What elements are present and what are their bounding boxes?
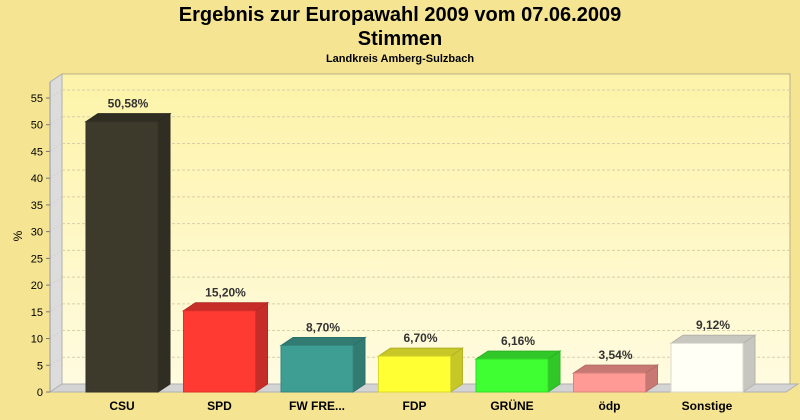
y-tick-label: 15 <box>31 307 43 319</box>
gridline-side <box>49 169 63 179</box>
bar-spd <box>181 301 270 393</box>
gridline-side <box>49 330 63 339</box>
x-tick-label: SPD <box>207 399 232 413</box>
y-tick-label: 30 <box>31 227 43 239</box>
y-tick-label: 40 <box>31 173 43 185</box>
gridline-side <box>49 356 63 366</box>
gridline-side <box>49 303 63 313</box>
chart-region: Landkreis Amberg-Sulzbach <box>325 53 475 65</box>
data-label: 6,70% <box>403 331 437 345</box>
bar-front <box>378 355 451 393</box>
x-tick-label: GRÜNE <box>490 398 533 413</box>
y-tick-label: 35 <box>31 200 43 212</box>
bar-side <box>157 112 171 393</box>
bar-front <box>670 342 744 393</box>
bar-front <box>280 344 354 393</box>
gridline-side <box>49 196 63 206</box>
y-tick-label: 10 <box>31 334 43 346</box>
data-label: 9,12% <box>696 318 730 332</box>
y-tick-label: 20 <box>31 280 43 292</box>
bar-top <box>474 350 562 360</box>
data-label: 3,54% <box>598 348 632 362</box>
y-tick-label: 45 <box>31 146 43 158</box>
y-tick-label: 5 <box>37 360 43 372</box>
bar-side <box>352 336 366 393</box>
gridline-side <box>49 223 63 233</box>
bar-front <box>475 358 549 393</box>
bar-sonstige <box>669 334 757 393</box>
bar-csu <box>84 112 172 393</box>
gridline-side <box>49 249 63 259</box>
bar-grüne <box>474 350 562 393</box>
data-label: 8,70% <box>306 320 340 334</box>
chart-subtitle: Stimmen <box>357 28 443 50</box>
data-label: 50,58% <box>108 97 149 111</box>
bar-front <box>573 372 646 393</box>
y-tick-label: 55 <box>31 93 43 105</box>
y-tick-label: 50 <box>31 120 43 132</box>
y-tick-label: 25 <box>31 253 43 265</box>
bar-top <box>669 334 757 344</box>
gridline-side <box>49 89 63 99</box>
gridline-side <box>49 276 63 286</box>
chart-title: Ergebnis zur Europawahl 2009 vom 07.06.2… <box>178 4 622 26</box>
data-label: 15,20% <box>205 286 246 300</box>
x-tick-label: CSU <box>109 399 134 413</box>
x-tick-label: ödp <box>599 399 621 413</box>
gridline-side <box>49 143 63 152</box>
bar-front <box>183 310 256 393</box>
y-tick-label: 0 <box>37 387 43 399</box>
bar-top <box>181 302 270 312</box>
bar-fwfre <box>279 336 367 393</box>
y-axis-label: % <box>11 230 25 241</box>
bar-top <box>279 336 367 346</box>
bar-side <box>742 334 756 393</box>
gridline-side <box>49 116 63 126</box>
bar-front <box>85 121 159 393</box>
bar-ödp <box>571 364 660 393</box>
bar-top <box>84 113 172 123</box>
x-tick-label: Sonstige <box>682 399 733 413</box>
data-label: 6,16% <box>501 334 535 348</box>
bar-side <box>255 301 268 393</box>
bar-top <box>571 364 660 374</box>
x-tick-label: FDP <box>403 399 427 413</box>
left-wall <box>49 73 63 393</box>
bar-fdp <box>376 347 465 393</box>
x-tick-label: FW FRE... <box>289 399 345 413</box>
bar-top <box>376 347 465 357</box>
